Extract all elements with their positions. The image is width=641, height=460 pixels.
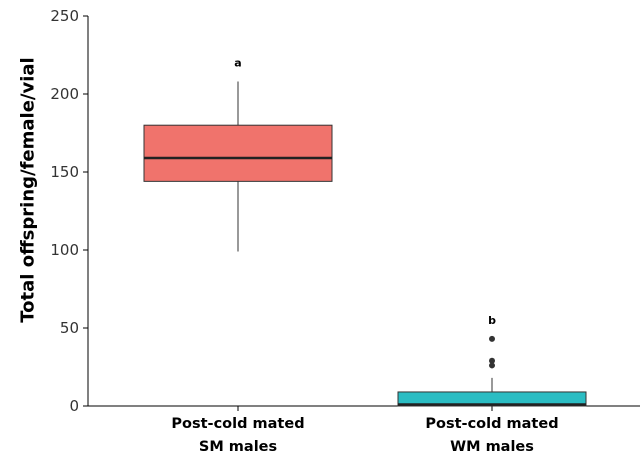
significance-label: a <box>234 57 241 70</box>
x-category-label-line: Post-cold mated <box>171 416 305 432</box>
outlier-point <box>489 335 495 342</box>
x-category-label-wm-males: Post-cold mated WM males <box>382 413 602 459</box>
y-tick-label: 150 <box>50 163 79 181</box>
y-tick-label: 200 <box>50 85 79 103</box>
x-category-label-line: WM males <box>450 439 534 455</box>
box-group: b <box>397 314 587 407</box>
significance-label: b <box>488 314 496 327</box>
x-category-label-line: Post-cold mated <box>425 416 559 432</box>
y-tick-label: 50 <box>60 319 79 337</box>
box-iqr <box>143 124 333 182</box>
x-category-label-line: SM males <box>198 439 278 455</box>
y-tick-label: 250 <box>50 7 79 25</box>
y-tick-label: 100 <box>50 241 79 259</box>
box-iqr <box>397 391 587 407</box>
y-axis-label: Total offspring/female/vial <box>17 57 39 323</box>
outlier-point <box>489 357 495 364</box>
y-tick-label: 0 <box>69 397 79 415</box>
box-group: a <box>143 57 333 252</box>
x-category-label-sm-males: Post-cold mated SM males <box>128 413 348 459</box>
boxes: ab <box>143 57 587 407</box>
axes: 0 50 100 150 200 250 <box>50 7 640 415</box>
outlier-point <box>489 362 495 369</box>
